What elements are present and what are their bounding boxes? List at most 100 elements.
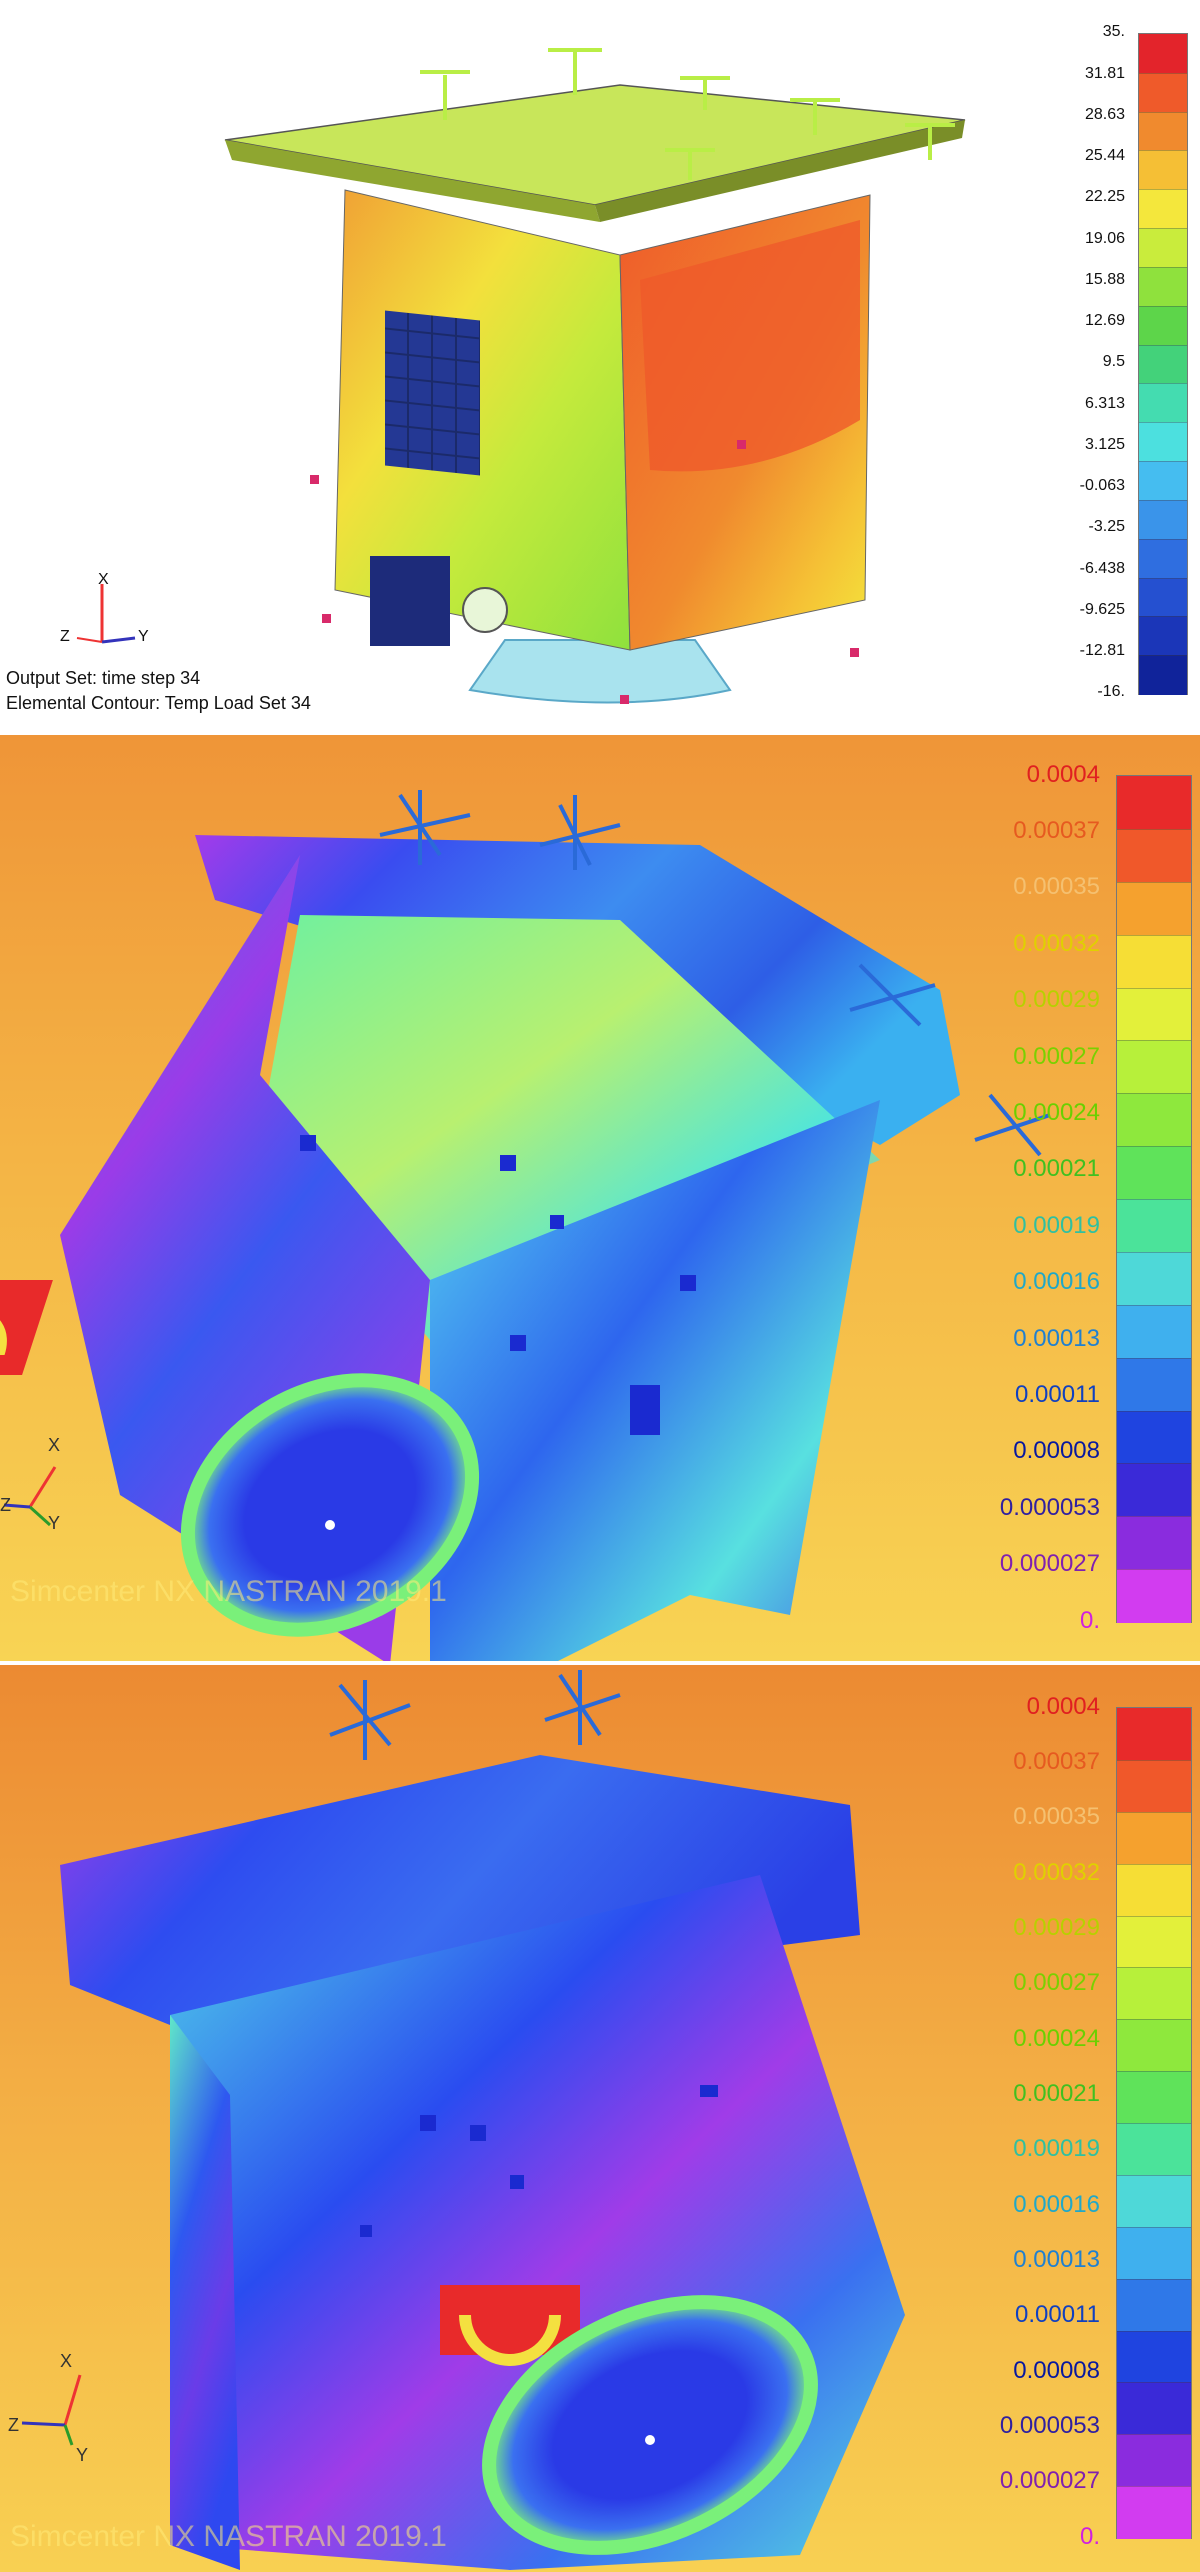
legend-label: -3.25 [1088, 518, 1125, 536]
legend-swatch [1139, 34, 1187, 73]
legend-swatch [1139, 344, 1187, 385]
legend-swatch [1139, 266, 1187, 307]
output-set-caption: Output Set: time step 34 [6, 668, 201, 688]
legend-swatch [1117, 1040, 1191, 1095]
legend-swatch [1117, 1915, 1191, 1969]
legend-label: -12.81 [1079, 642, 1125, 660]
legend-swatch [1117, 1759, 1191, 1813]
axis-triad [3, 1466, 57, 1527]
legend-swatch [1139, 72, 1187, 113]
legend-swatch [1117, 1463, 1191, 1518]
legend-label: 0.000027 [999, 1550, 1100, 1578]
legend-label: 22.25 [1084, 188, 1125, 206]
legend-label: 0.00024 [1013, 1099, 1100, 1126]
legend-label: 0.00027 [1013, 1042, 1100, 1070]
legend-swatch [1139, 616, 1187, 657]
legend-colorbar [1116, 1707, 1192, 2539]
legend-label: 0.0004 [1026, 760, 1100, 788]
satellite-displacement-model-b [60, 1670, 905, 2570]
legend-swatch [1117, 2019, 1191, 2073]
legend-colorbar [1116, 775, 1192, 1623]
contour-caption: Elemental Contour: Temp Load Set 34 [6, 693, 311, 713]
legend-swatch [1117, 1093, 1191, 1148]
displacement-contour-panel-a: X Y Z Simcenter NX NASTRAN 2019.1 0.0004… [0, 735, 1200, 1665]
legend-label: 0.00016 [1013, 1268, 1100, 1296]
legend-swatch [1117, 1304, 1191, 1359]
legend-label: 0.00035 [1013, 873, 1100, 901]
legend-swatch [1117, 987, 1191, 1042]
legend-swatch [1117, 1410, 1191, 1465]
legend-label: 0.00032 [1013, 929, 1100, 957]
axis-y-label: Y [48, 1513, 61, 1533]
legend-label: 19.06 [1084, 229, 1125, 247]
legend-swatch [1139, 461, 1187, 501]
legend-swatch [1117, 1967, 1191, 2021]
legend-swatch [1139, 111, 1187, 152]
satellite-displacement-model-a [0, 790, 1051, 1665]
legend-swatch [1139, 577, 1187, 618]
legend-swatch [1117, 2123, 1191, 2176]
legend-label: 28.63 [1084, 105, 1125, 123]
displacement-contour-panel-b: X Z Y Simcenter NX NASTRAN 2019.1 0.0004… [0, 1665, 1200, 2572]
legend-swatch [1139, 228, 1187, 268]
axis-z-label: Z [8, 2415, 19, 2435]
axis-x-label: X [60, 2351, 73, 2371]
legend-swatch [1117, 1251, 1191, 1306]
legend-swatch [1117, 1811, 1191, 1865]
legend-label: 0.00008 [1013, 1437, 1100, 1465]
legend-label: 0.00021 [1013, 2079, 1100, 2107]
legend-label: 0.00029 [1013, 1913, 1100, 1941]
legend-swatch [1139, 538, 1187, 579]
legend-label: 0.00016 [1013, 2190, 1100, 2218]
legend-swatch [1139, 305, 1187, 346]
legend-label: -6.438 [1079, 559, 1125, 577]
legend-label: 0.00008 [1013, 2356, 1100, 2384]
legend-swatch [1117, 2382, 1191, 2436]
legend-label: 0.00032 [1013, 1858, 1100, 1886]
legend-swatch [1117, 1569, 1191, 1623]
axis-z-label: Z [0, 1495, 11, 1515]
legend-label: 0. [1079, 2522, 1100, 2550]
legend-label: 0.00019 [1013, 2135, 1100, 2163]
legend-label: 0.00035 [1013, 1803, 1100, 1831]
legend-label: 0.00029 [1013, 986, 1100, 1014]
legend-swatch [1139, 189, 1187, 230]
legend-label: 3.125 [1084, 435, 1125, 453]
legend-label: 35. [1102, 23, 1125, 41]
legend-swatch [1139, 499, 1187, 540]
axis-triad [21, 2374, 82, 2446]
axis-triad [76, 584, 136, 644]
legend-swatch [1117, 828, 1191, 883]
legend-swatch [1117, 934, 1191, 989]
legend-swatch [1117, 2071, 1191, 2124]
legend-swatch [1117, 2174, 1191, 2228]
legend-swatch [1117, 1863, 1191, 1917]
legend-swatch [1117, 881, 1191, 936]
legend-swatch [1117, 1146, 1191, 1200]
legend-swatch [1117, 2226, 1191, 2280]
legend-label: 0.00019 [1013, 1211, 1100, 1239]
legend-swatch [1117, 2434, 1191, 2488]
legend-label: 0. [1079, 1606, 1100, 1634]
legend-label: 0.00011 [1015, 1381, 1100, 1408]
thermal-contour-panel: X Z Y Output Set: time step 34 Elemental… [0, 0, 1200, 735]
software-watermark: Simcenter NX NASTRAN 2019.1 [10, 2520, 447, 2553]
axis-x-label: X [48, 1435, 61, 1455]
legend-swatch [1139, 150, 1187, 191]
satellite-thermal-model [224, 48, 966, 704]
legend-label: 0.00013 [1013, 2245, 1100, 2273]
axis-y-label: Y [76, 2445, 89, 2465]
legend-swatch [1117, 776, 1191, 829]
axis-z-label: Z [60, 628, 70, 645]
legend-label: 0.000027 [999, 2467, 1100, 2495]
legend-label: 12.69 [1084, 312, 1125, 330]
legend-label: 0.0004 [1026, 1692, 1100, 1720]
legend-label: 0.00021 [1013, 1155, 1100, 1183]
legend-label: 9.5 [1102, 353, 1125, 371]
legend-swatch [1139, 422, 1187, 463]
legend-label: 0.00037 [1013, 1747, 1100, 1775]
legend-label: 31.81 [1084, 64, 1125, 82]
legend-label: 6.313 [1084, 394, 1125, 412]
legend-label: 0.00013 [1013, 1324, 1100, 1352]
legend-colorbar [1138, 33, 1188, 695]
